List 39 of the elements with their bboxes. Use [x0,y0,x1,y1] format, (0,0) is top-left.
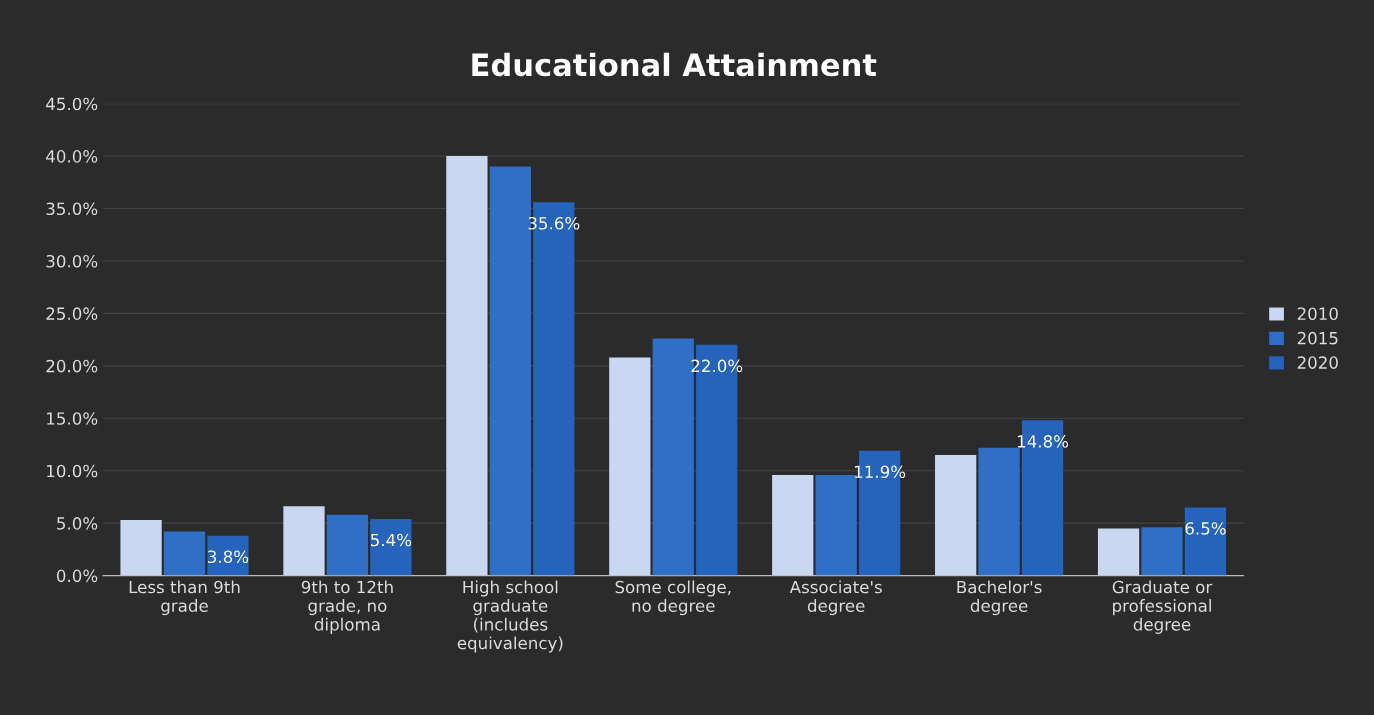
data-label: 6.5% [1185,522,1226,535]
x-tick-label: Less than 9th grade [129,580,240,616]
bar [815,474,857,576]
bar [163,531,206,576]
y-tick-label: 45.0% [46,97,98,111]
bar [1097,528,1140,576]
bar [446,156,488,576]
bar [1184,507,1227,576]
x-tick-label: Associate's degree [789,580,882,616]
legend-label: 2020 [1297,356,1338,369]
y-tick-label: 20.0% [46,359,98,373]
y-tick-label: 10.0% [47,464,98,478]
y-tick-label: 5.0% [57,517,98,530]
legend-label: 2015 [1297,331,1338,345]
legend-label: 2010 [1297,307,1338,320]
data-label: 5.4% [370,533,412,547]
bar [283,506,325,576]
bar [978,447,1020,576]
bar [326,514,369,576]
x-tick-label: High school graduate (includes equivalency) [457,580,563,653]
y-tick-label: 15.0% [47,412,98,425]
x-tick-label: Some college, no degree [615,580,731,616]
bar [1141,527,1183,576]
data-label: 3.8% [208,550,249,564]
y-tick-label: 0.0% [56,569,98,583]
y-tick-label: 25.0% [46,307,98,320]
chart-title: Educational Attainment [472,52,877,77]
bar [772,474,814,576]
y-tick-label: 40.0% [46,150,98,163]
bar [609,357,651,576]
x-tick-label: Graduate or professional degree [1112,580,1213,634]
bar [207,535,249,576]
x-tick-label: 9th to 12th grade, no diploma [301,580,393,634]
y-tick-label: 30.0% [46,254,98,268]
x-tick-label: Bachelor's degree [957,580,1042,616]
bar [120,520,162,576]
bar [935,454,977,576]
bar [370,518,412,576]
y-tick-label: 35.0% [46,202,98,216]
